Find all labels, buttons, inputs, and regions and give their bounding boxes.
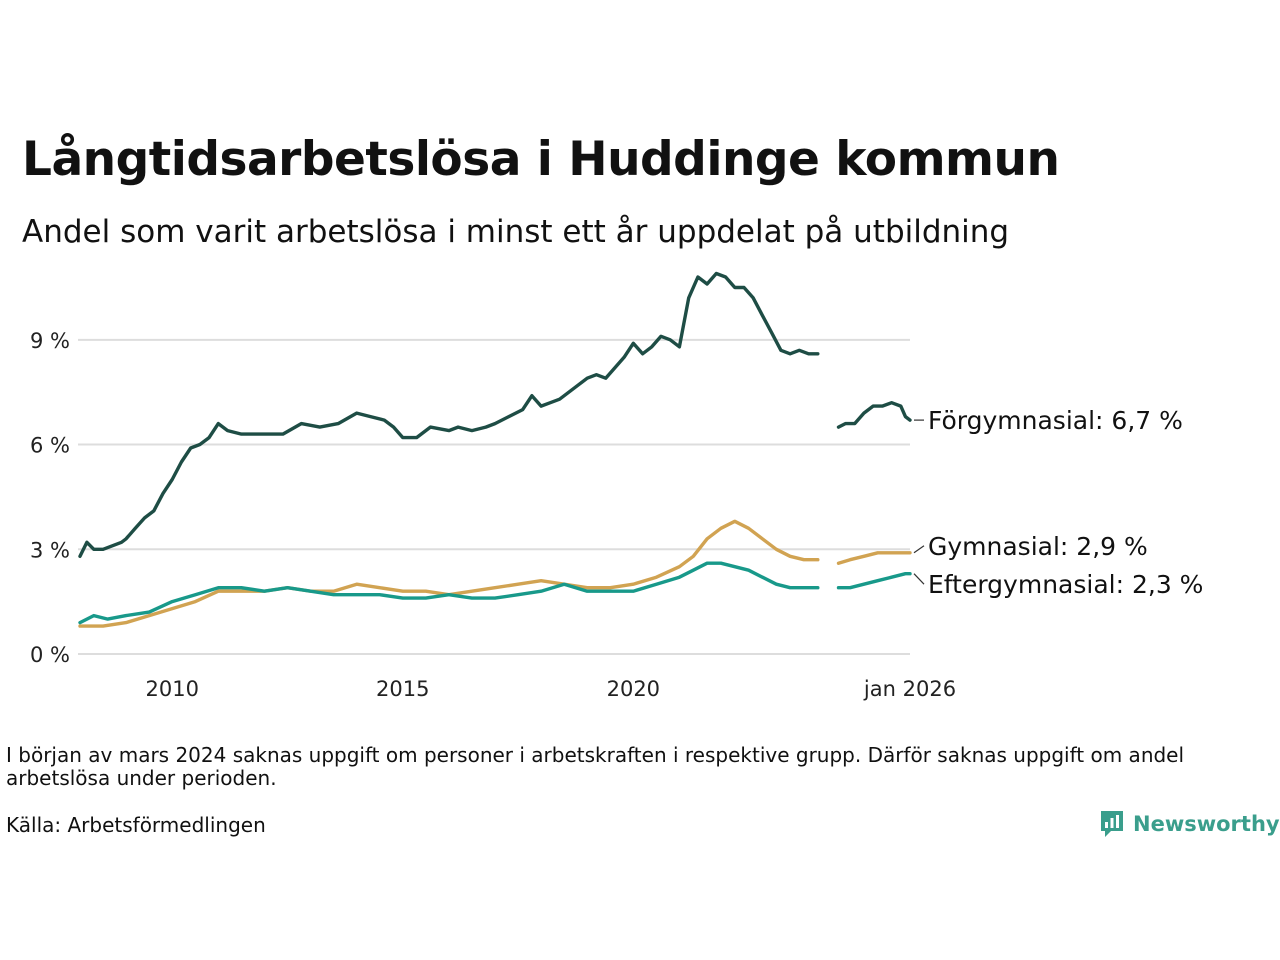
- source-note: Källa: Arbetsförmedlingen: [6, 813, 266, 837]
- series-line-forgymnasial: [78, 271, 912, 558]
- x-tick-label: jan 2026: [863, 677, 956, 701]
- end-label-forgymnasial: Förgymnasial: 6,7 %: [928, 406, 1183, 435]
- line-chart: 0 % 3 % 6 % 9 % 2010 2015 2020 jan 2026 Förgym…: [30, 271, 1203, 701]
- series-line-eftergymnasial: [78, 561, 912, 625]
- label-connector-eftergymnasial: [913, 573, 925, 585]
- footnote: I början av mars 2024 saknas uppgift om …: [6, 743, 1185, 790]
- end-labels: Förgymnasial: 6,7 % Gymnasial: 2,9 % Efter…: [913, 406, 1203, 599]
- y-tick-label: 3 %: [30, 538, 70, 562]
- newsworthy-logo-text: Newsworthy: [1133, 812, 1280, 836]
- series-lines: [78, 271, 912, 628]
- x-axis-ticks: 2010 2015 2020 jan 2026: [145, 677, 956, 701]
- label-connector-gymnasial: [913, 545, 925, 554]
- end-label-gymnasial: Gymnasial: 2,9 %: [928, 532, 1148, 561]
- y-tick-label: 6 %: [30, 434, 70, 458]
- y-axis-ticks: 0 % 3 % 6 % 9 %: [30, 329, 70, 667]
- y-tick-label: 0 %: [30, 643, 70, 667]
- series-line-gymnasial: [78, 519, 912, 628]
- x-tick-label: 2015: [376, 677, 429, 701]
- x-tick-label: 2010: [145, 677, 198, 701]
- newsworthy-logo-icon: [1101, 811, 1123, 837]
- end-label-eftergymnasial: Eftergymnasial: 2,3 %: [928, 570, 1203, 599]
- chart-subtitle: Andel som varit arbetslösa i minst ett å…: [22, 214, 1010, 250]
- gridlines: [78, 338, 910, 655]
- chart-title: Långtidsarbetslösa i Huddinge kommun: [22, 132, 1060, 187]
- newsworthy-logo: Newsworthy: [1099, 809, 1280, 839]
- x-tick-label: 2020: [607, 677, 660, 701]
- y-tick-label: 9 %: [30, 329, 70, 353]
